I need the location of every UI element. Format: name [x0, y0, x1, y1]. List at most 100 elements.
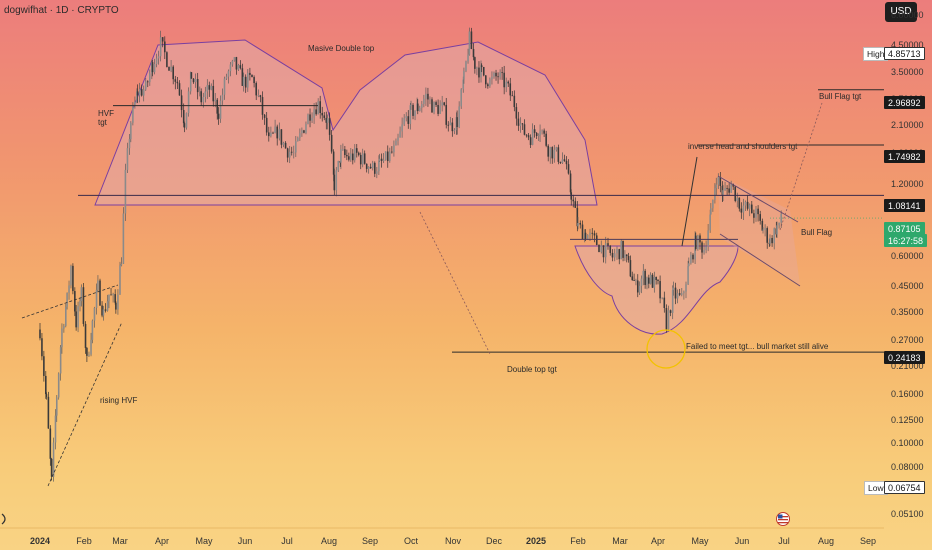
candle-body: [572, 199, 575, 202]
candle-body: [577, 223, 579, 227]
candle-body: [138, 89, 141, 96]
candle-body: [119, 265, 121, 295]
candle-body: [59, 347, 62, 374]
candle-body: [419, 107, 421, 112]
y-tick-label: 0.60000: [891, 251, 924, 261]
candle-body: [335, 170, 338, 191]
candle-body: [74, 291, 76, 312]
symbol-header[interactable]: dogwifhat · 1D · CRYPTO: [4, 5, 119, 16]
candle-body: [746, 201, 749, 209]
candle-body: [539, 131, 541, 136]
candle-body: [453, 130, 456, 132]
candle-body: [593, 233, 596, 236]
candle-body: [353, 148, 356, 161]
candle-body: [715, 184, 718, 189]
candle-body: [340, 149, 342, 163]
candle-body: [631, 276, 634, 281]
candle-body: [465, 61, 467, 71]
candle-body: [290, 151, 293, 153]
candle-body: [405, 116, 408, 119]
y-tick-label: 6.00000: [891, 10, 924, 21]
candle-body: [237, 65, 240, 70]
candle-body: [690, 254, 692, 264]
candle-body: [505, 81, 507, 88]
candle-body: [363, 153, 366, 164]
y-tick-label: 0.27000: [891, 334, 924, 345]
candle-body: [766, 228, 768, 243]
candle-body: [212, 85, 215, 102]
candle-body: [581, 224, 584, 240]
bull-flag-projection: [779, 102, 823, 231]
exchange: CRYPTO: [77, 5, 119, 16]
x-tick-label: Apr: [154, 536, 170, 546]
candle-body: [665, 308, 668, 330]
candle-body: [629, 260, 632, 277]
candle-body: [393, 145, 395, 153]
candle-body: [61, 328, 63, 348]
candle-body: [200, 91, 202, 103]
ihs-shape: [574, 245, 739, 335]
candle-body: [120, 263, 123, 266]
candle-body: [449, 122, 452, 126]
candle-body: [431, 99, 433, 113]
candle-body: [346, 155, 348, 157]
candle-body: [332, 151, 335, 175]
candle-body: [429, 99, 431, 101]
candle-body: [638, 285, 641, 293]
candle-body: [189, 72, 192, 92]
candle-body: [742, 205, 745, 213]
candle-body: [683, 291, 685, 294]
y-tick-label: 0.05100: [891, 508, 924, 519]
candle-body: [722, 190, 724, 195]
candle-body: [297, 137, 299, 142]
neckline-tag: 1.08141: [884, 199, 925, 212]
candle-body: [183, 123, 186, 128]
candle-body: [168, 66, 170, 71]
candle-body: [369, 166, 372, 169]
candle-body: [122, 213, 125, 264]
candle-body: [659, 281, 661, 299]
currency-button[interactable]: USD: [885, 2, 917, 22]
candle-body: [54, 415, 57, 443]
candle-body: [755, 208, 757, 218]
candle-body: [90, 339, 92, 355]
candle-body: [604, 243, 607, 258]
candle-body: [378, 160, 380, 172]
candle-body: [126, 148, 129, 170]
drawing-tool-icon[interactable]: [0, 510, 10, 528]
candle-body: [640, 278, 643, 286]
candle-body: [182, 110, 185, 124]
x-tick-label: Jun: [734, 536, 750, 546]
bull-flag-upper: [717, 175, 799, 223]
candle-body: [561, 159, 564, 163]
candle-body: [563, 159, 566, 161]
x-tick-label: Mar: [112, 536, 128, 546]
candle-body: [295, 141, 297, 153]
candle-body: [112, 294, 114, 296]
candle-body: [515, 107, 518, 119]
candle-body: [114, 294, 116, 303]
candle-body: [97, 280, 99, 290]
candle-body: [301, 130, 303, 134]
candle-body: [703, 250, 705, 253]
candle-body: [196, 79, 199, 93]
candle-body: [151, 62, 154, 73]
candle-body: [618, 249, 621, 260]
candle-body: [164, 41, 166, 53]
ann-bull-flag: Bull Flag: [801, 228, 833, 237]
us-flag-icon[interactable]: [776, 512, 790, 526]
x-tick-label: Feb: [570, 536, 586, 546]
x-tick-label: 2025: [525, 536, 547, 546]
ann-rising-hvf: rising HVF: [100, 396, 138, 405]
candle-body: [611, 252, 614, 258]
candle-body: [545, 133, 547, 146]
candle-body: [517, 118, 520, 126]
candle-body: [482, 66, 485, 76]
candle-body: [507, 81, 510, 84]
bull-flag-tgt-tag: 2.96892: [884, 96, 925, 109]
candle-body: [688, 263, 690, 267]
candle-body: [709, 214, 711, 231]
x-tick-label: Sep: [361, 536, 379, 546]
